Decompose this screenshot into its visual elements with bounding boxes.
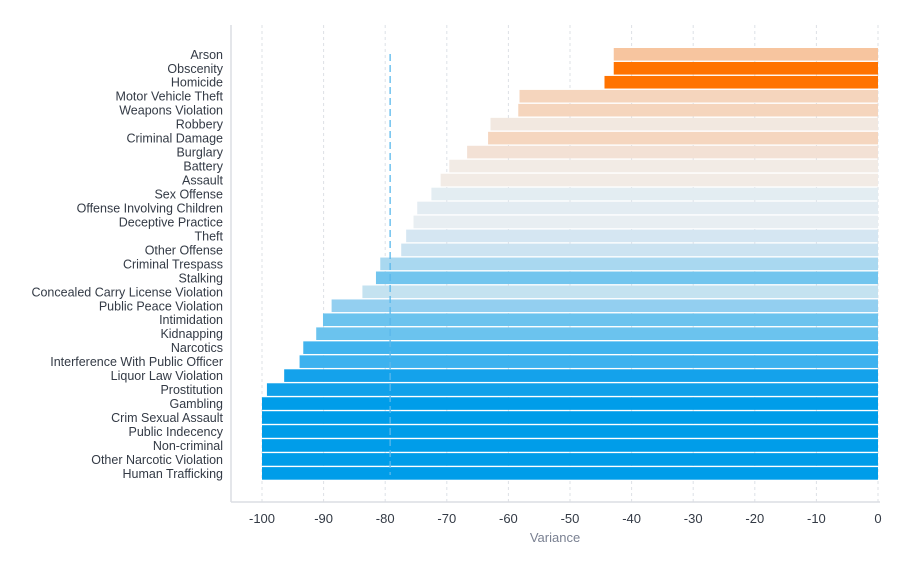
- bar: [417, 201, 878, 215]
- category-label: Crim Sexual Assault: [111, 411, 223, 425]
- x-tick-label: -60: [499, 511, 518, 526]
- category-label: Robbery: [176, 118, 224, 132]
- bar: [299, 355, 878, 368]
- bar: [380, 257, 878, 271]
- x-tick-label: 0: [874, 511, 881, 526]
- category-label: Other Narcotic Violation: [91, 453, 223, 467]
- bar: [467, 145, 878, 159]
- bar: [262, 397, 878, 410]
- bar: [362, 285, 879, 299]
- x-tick-label: -30: [684, 511, 703, 526]
- x-tick-label: -90: [314, 511, 333, 526]
- x-tick-labels: -100 -90 -80 -70 -60 -50 -40 -30 -20 -10 0: [249, 511, 882, 526]
- bar: [518, 103, 878, 117]
- category-label: Offense Involving Children: [77, 201, 223, 215]
- category-label: Narcotics: [171, 341, 223, 355]
- category-label: Human Trafficking: [122, 467, 223, 481]
- x-tick-label: -100: [249, 511, 275, 526]
- bar: [284, 369, 878, 382]
- category-label: Interference With Public Officer: [50, 355, 223, 369]
- axes: [230, 25, 880, 503]
- category-label: Motor Vehicle Theft: [116, 90, 224, 104]
- category-label: Non-criminal: [153, 439, 223, 453]
- category-label: Arson: [190, 48, 223, 62]
- category-label: Sex Offense: [154, 188, 223, 202]
- category-label: Assault: [182, 174, 224, 188]
- x-tick-label: -10: [807, 511, 826, 526]
- bar: [316, 327, 878, 340]
- category-label: Weapons Violation: [119, 104, 223, 118]
- category-label: Homicide: [171, 76, 223, 90]
- bar: [266, 383, 879, 396]
- category-label: Criminal Trespass: [123, 257, 223, 271]
- bar: [431, 187, 878, 201]
- x-tick-label: -80: [376, 511, 395, 526]
- bar: [262, 439, 878, 452]
- bars: [262, 48, 879, 480]
- bar: [440, 173, 878, 187]
- x-axis-title: Variance: [530, 530, 580, 545]
- bar: [613, 61, 878, 75]
- category-label: Theft: [195, 229, 224, 243]
- bar: [613, 48, 878, 61]
- x-tick-label: -50: [561, 511, 580, 526]
- category-label: Concealed Carry License Violation: [31, 285, 223, 299]
- category-label: Gambling: [170, 397, 224, 411]
- x-tick-label: -70: [437, 511, 456, 526]
- bar: [262, 425, 878, 438]
- bar: [604, 75, 878, 89]
- x-tick-label: -20: [745, 511, 764, 526]
- category-label: Public Indecency: [128, 425, 223, 439]
- bar: [406, 229, 878, 243]
- category-label: Stalking: [179, 271, 224, 285]
- category-label: Criminal Damage: [126, 132, 223, 146]
- bar: [519, 89, 878, 103]
- bar: [322, 313, 878, 327]
- bar: [375, 271, 878, 285]
- bar: [303, 341, 879, 354]
- category-label: Other Offense: [145, 243, 223, 257]
- bar: [490, 117, 878, 131]
- bar: [331, 299, 878, 313]
- category-label: Public Peace Violation: [99, 299, 223, 313]
- category-label: Liquor Law Violation: [111, 369, 223, 383]
- category-label: Prostitution: [160, 383, 223, 397]
- bar: [488, 131, 878, 145]
- category-label: Intimidation: [159, 313, 223, 327]
- bar: [262, 467, 878, 480]
- category-label: Burglary: [176, 146, 223, 160]
- bar: [262, 411, 878, 424]
- category-label: Battery: [183, 160, 223, 174]
- bar: [262, 453, 878, 466]
- category-label: Deceptive Practice: [119, 215, 223, 229]
- category-label: Obscenity: [167, 62, 223, 76]
- bar: [449, 159, 878, 173]
- category-label: Kidnapping: [160, 327, 223, 341]
- x-tick-label: -40: [622, 511, 641, 526]
- bar: [413, 215, 878, 229]
- bar: [401, 243, 878, 257]
